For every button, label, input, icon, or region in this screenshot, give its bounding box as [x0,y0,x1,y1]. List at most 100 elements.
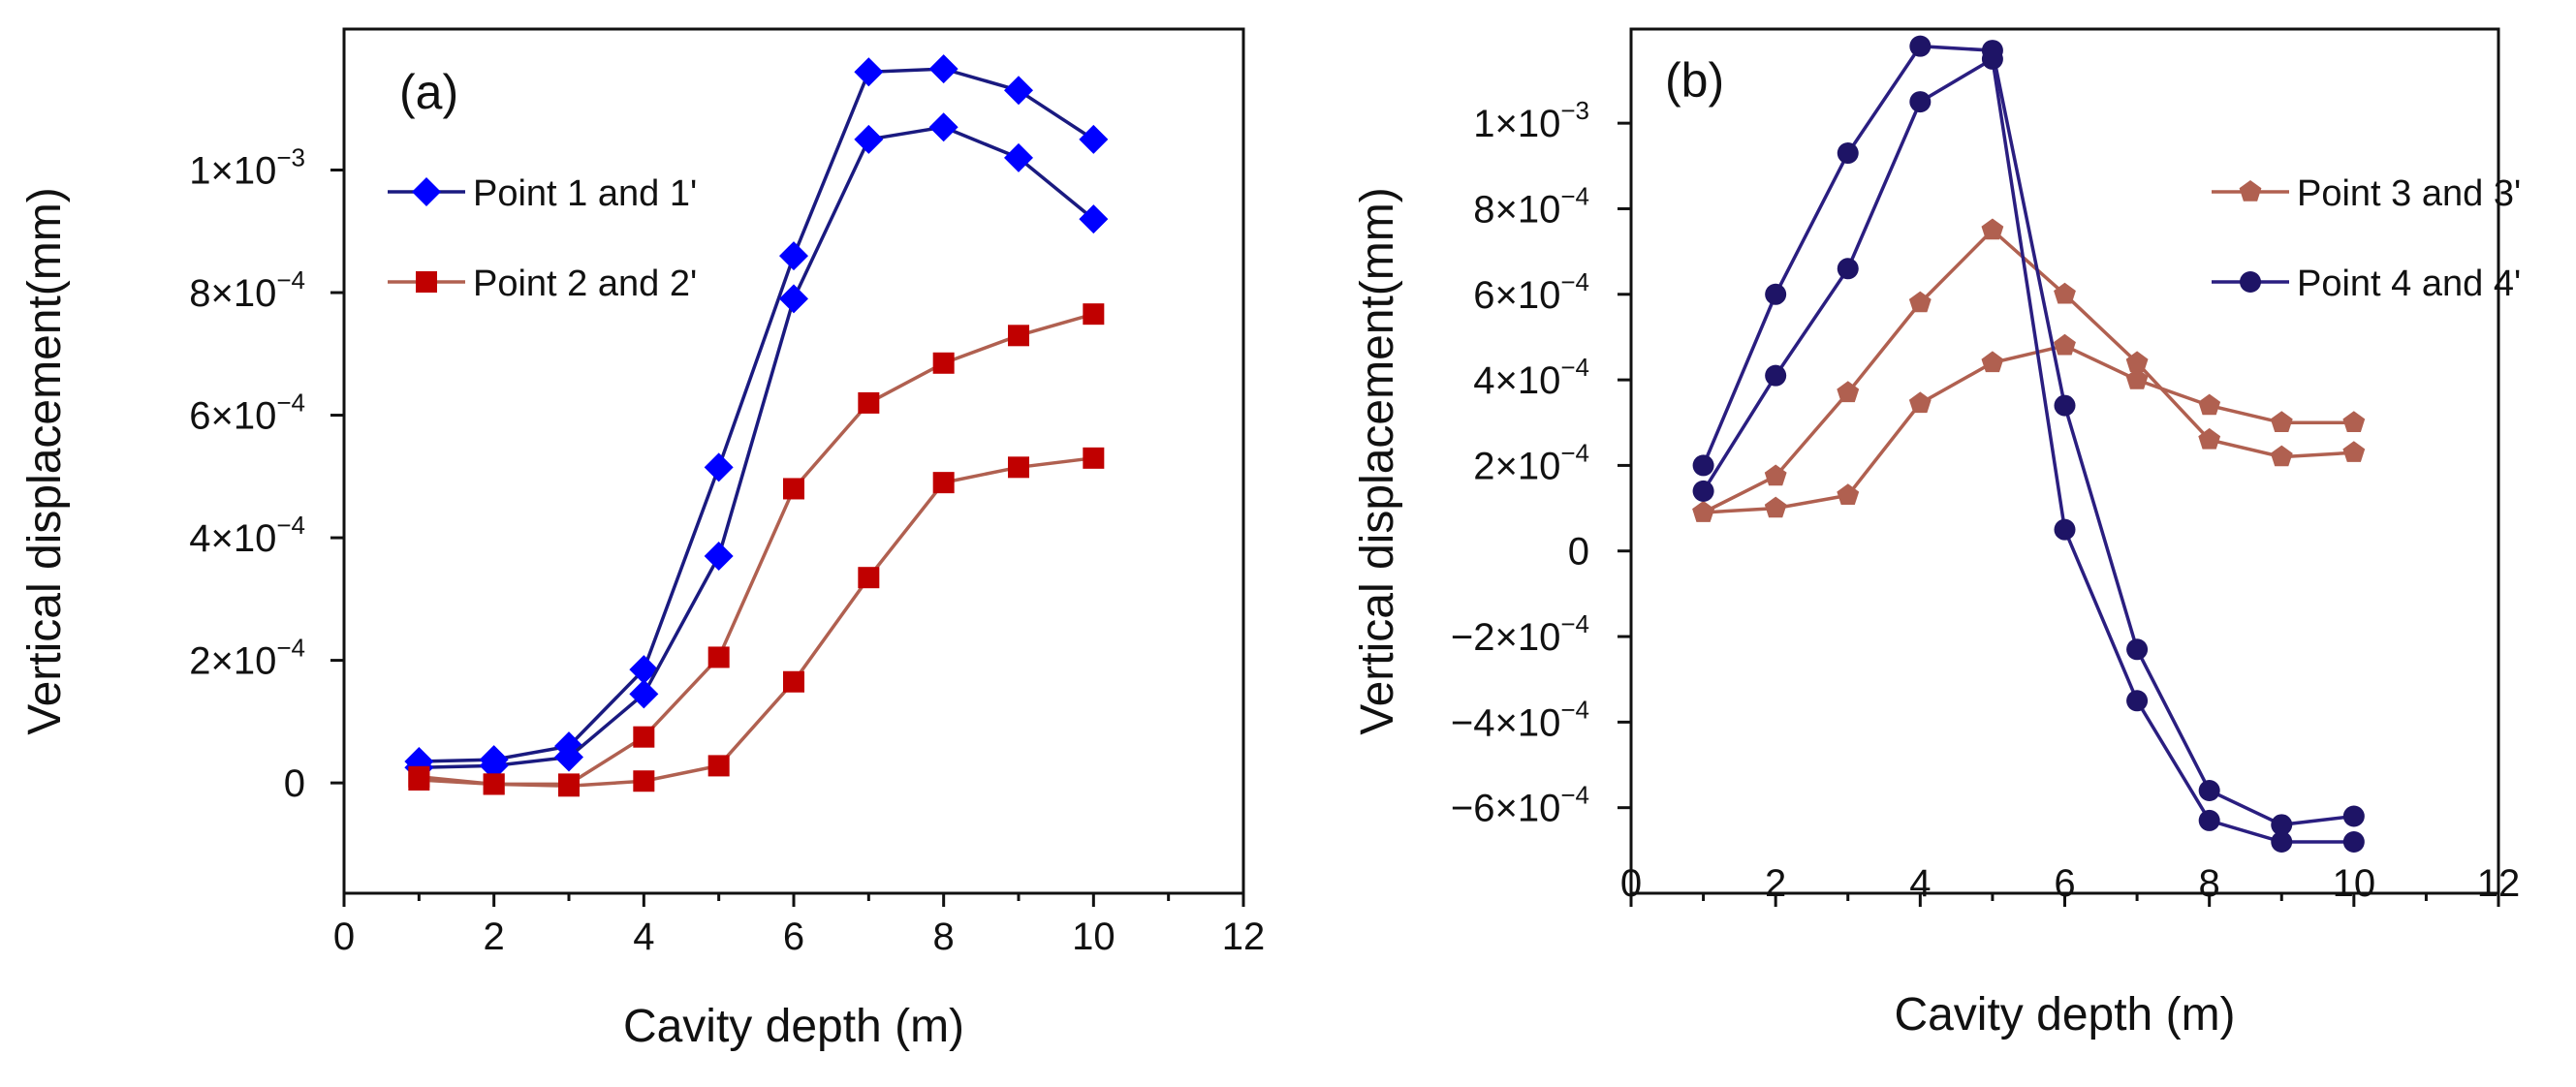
y-tick-label: 0 [284,762,305,805]
data-point [2342,831,2365,854]
y-tick-label: 8×10−4 [189,265,305,315]
y-tick-mantissa: 8×10 [189,272,276,315]
x-axis-title: Cavity depth (m) [1894,989,2235,1040]
y-tick-exponent: −4 [1560,695,1589,724]
data-point [707,646,730,668]
data-point [1981,218,2004,240]
legend-label: Point 2 and 2' [473,264,697,304]
y-tick-mantissa: 4×10 [189,517,276,560]
data-point [2198,780,2220,802]
y-tick-mantissa: 0 [1568,531,1589,574]
data-point [558,775,580,797]
y-tick-label: 4×10−4 [189,511,305,560]
data-point [854,57,884,87]
y-tick-exponent: −4 [276,511,305,540]
data-point [1837,381,1860,403]
data-point [1765,364,1787,387]
data-point [1764,464,1787,486]
data-point [2271,814,2293,836]
y-tick-label: −4×10−4 [1451,695,1589,744]
y-tick-mantissa: −2×10 [1451,616,1560,659]
y-tick-label: −6×10−4 [1451,781,1589,830]
y-tick-mantissa: 1×10 [189,150,276,193]
y-tick-label: 6×10−4 [189,388,305,438]
data-point [408,768,430,791]
data-point [1083,303,1105,326]
data-point [2126,638,2149,661]
data-point [1079,204,1109,234]
x-tick-label: 8 [933,916,955,958]
data-point [633,770,655,792]
y-tick-mantissa: 8×10 [1473,188,1560,231]
y-axis-title: Vertical displacement(mm) [1352,187,1403,735]
series-2 [1692,35,2365,836]
data-point [779,241,808,271]
data-point [783,670,804,693]
data-point [1837,483,1860,505]
data-point [928,112,958,142]
y-tick-label: 6×10−4 [1473,267,1589,317]
series-3 [408,447,1105,797]
series-line [1702,228,2354,514]
x-tick-label: 6 [783,916,804,958]
data-point [2342,805,2365,827]
y-tick-exponent: −4 [1560,781,1589,810]
x-tick-label: 4 [633,916,654,958]
data-point [1981,47,2003,70]
legend-marker [2239,180,2262,202]
data-point [1837,258,1859,280]
y-tick-exponent: −3 [1560,96,1589,125]
data-point [707,755,730,777]
y-tick-exponent: −4 [1560,438,1589,467]
series-0 [1692,218,2366,522]
data-point [2054,333,2076,356]
y-tick-exponent: −4 [1560,353,1589,382]
data-point [479,751,509,781]
y-tick-exponent: −3 [276,143,305,172]
data-point [2270,411,2293,432]
legend: Point 1 and 1' Point 2 and 2' [388,173,697,304]
y-tick-label: 1×10−3 [189,143,305,193]
y-tick-mantissa: 4×10 [1473,359,1560,402]
data-point [2342,441,2366,462]
data-point [932,472,955,494]
data-point [1692,480,1714,502]
series-line [1702,56,2354,844]
data-point [1765,283,1787,305]
data-point [1909,91,1932,113]
panel-a: 0 2 4 6 8 10 1202×10−44×10−46×10−48×10−41×10−3… [19,27,1266,1052]
legend-label: Point 3 and 3' [2297,173,2521,214]
series-2 [408,303,1105,795]
data-point [1079,124,1109,154]
y-tick-mantissa: 1×10 [1473,103,1560,145]
legend-label: Point 4 and 4' [2297,264,2521,304]
x-tick-label: 2 [484,916,505,958]
data-point [2125,368,2149,389]
data-point [1981,351,2004,373]
y-axis-title: Vertical displacement(mm) [19,187,71,735]
data-point [2198,393,2221,416]
data-point [2126,690,2149,712]
y-tick-mantissa: 2×10 [1473,445,1560,487]
y-tick-exponent: −4 [276,634,305,663]
data-point [1692,454,1714,477]
x-tick-label: 4 [1909,862,1931,905]
x-tick-label: 12 [1222,916,1266,958]
x-tick-label: 12 [2477,862,2521,905]
data-point [1908,291,1932,313]
series-line [419,67,1095,763]
x-tick-label: 8 [2199,862,2220,905]
x-tick-label: 0 [333,916,355,958]
data-point [1083,447,1105,469]
y-tick-mantissa: 6×10 [1473,274,1560,317]
y-tick-exponent: −4 [276,265,305,295]
y-tick-mantissa: 6×10 [189,395,276,438]
y-tick-label: 1×10−3 [1473,96,1589,145]
data-point [2054,518,2076,541]
data-point [1764,496,1787,518]
data-point [932,352,955,374]
data-point [1909,35,1932,57]
y-tick-label: 0 [1568,531,1589,574]
data-point [854,124,884,154]
